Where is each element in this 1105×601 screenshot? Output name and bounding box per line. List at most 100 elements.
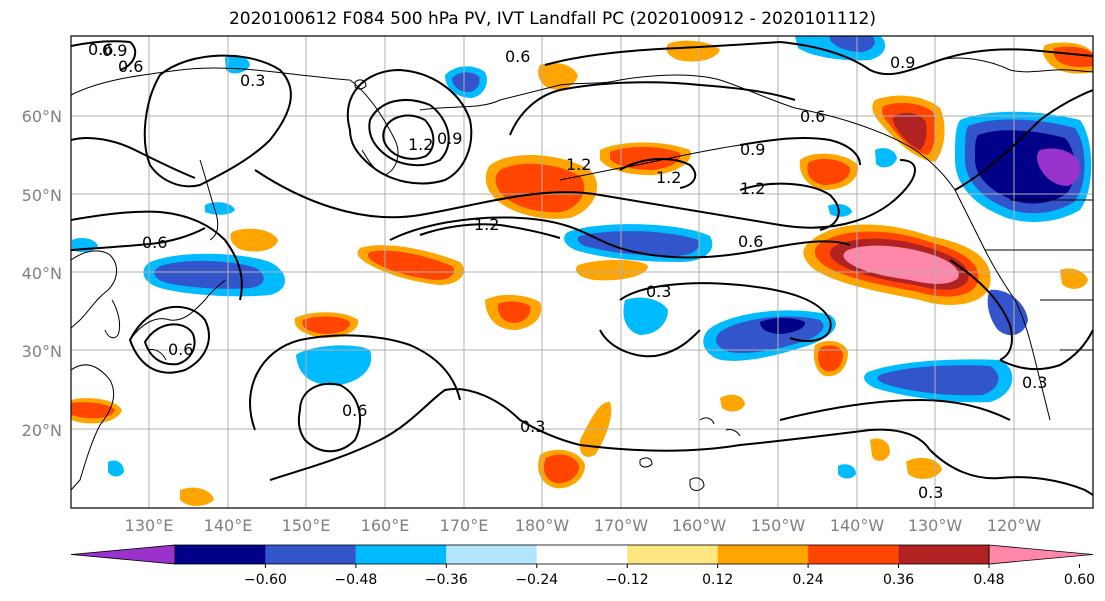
contour-line <box>739 136 861 166</box>
contour-line <box>954 89 1093 191</box>
contour-line <box>346 68 473 185</box>
contour-line <box>249 334 461 431</box>
contour-label: 0.3 <box>520 417 545 436</box>
anomaly-region <box>367 250 455 280</box>
lon-label: 150°W <box>751 516 806 535</box>
contour-line <box>297 382 361 453</box>
lat-label: 40°N <box>22 264 62 283</box>
lon-label: 180°W <box>515 516 570 535</box>
anomaly-region <box>828 204 852 217</box>
contour-label: 0.3 <box>918 483 943 502</box>
colorbar: −0.60 −0.48 −0.36 −0.24 −0.12 0.12 0.24 0.36 0.4… <box>70 544 1095 588</box>
colorbar-segment <box>717 545 809 564</box>
contour-line <box>71 210 243 301</box>
lon-labels: 130°E 140°E 150°E 160°E 170°E 180°W 170°… <box>125 516 1042 535</box>
anomaly-region <box>623 297 668 335</box>
lon-label: 120°W <box>987 516 1042 535</box>
contour-line <box>619 158 697 189</box>
contour-line <box>509 81 796 136</box>
japan-coastline <box>129 279 226 361</box>
contour-line <box>71 40 137 71</box>
lat-labels: 20°N 30°N 40°N 50°N 60°N <box>22 107 62 440</box>
anomaly-region <box>452 72 480 92</box>
lat-label: 60°N <box>22 107 62 126</box>
lon-label: 170°W <box>594 516 649 535</box>
contour-line <box>269 388 581 481</box>
contour-line <box>619 282 832 342</box>
island-outline <box>689 477 705 491</box>
sakhalin-coastline <box>199 159 219 241</box>
anomaly-region <box>870 438 890 461</box>
anomaly-region <box>892 112 927 150</box>
colorbar-segment <box>265 545 356 564</box>
anomaly-region <box>230 228 278 252</box>
colorbar-tick-label: 0.12 <box>702 572 733 588</box>
contour-line <box>579 428 931 452</box>
colorbar-segment <box>536 545 628 564</box>
colorbar-tick-label: 0.24 <box>793 572 824 588</box>
contour-line <box>419 223 561 239</box>
anomaly-region <box>720 394 745 412</box>
pv-contours <box>71 40 1093 496</box>
map-title: 2020100612 F084 500 hPa PV, IVT Landfall… <box>228 9 876 29</box>
asia-coastline <box>71 250 117 329</box>
anomaly-region <box>987 289 1028 336</box>
anomaly-region <box>296 345 372 386</box>
anomaly-region <box>543 454 579 484</box>
plot-frame <box>70 35 1094 509</box>
contour-line <box>128 306 210 374</box>
contour-line <box>739 182 840 231</box>
colorbar-segment <box>627 545 718 564</box>
lon-label: 130°W <box>908 516 963 535</box>
anomaly-region <box>302 316 351 334</box>
contour-label: 1.2 <box>474 215 499 234</box>
siberia-coastline <box>71 67 351 96</box>
lat-label: 50°N <box>22 186 62 205</box>
contour-label: 0.6 <box>738 232 763 251</box>
alaska-coastline <box>619 74 956 191</box>
contour-labels: 0.6 0.9 0.6 1.2 0.9 0.6 1.2 1.2 0.9 1.2 … <box>88 40 1047 502</box>
lon-label: 160°E <box>361 516 410 535</box>
contour-line <box>71 227 206 251</box>
anomaly-region <box>610 146 681 170</box>
anomaly-region <box>538 62 578 90</box>
contour-label: 0.3 <box>646 282 671 301</box>
na-west-coastline <box>954 189 1051 421</box>
colorbar-segment <box>446 545 537 564</box>
anomaly-region <box>1037 148 1080 186</box>
anomaly-region <box>818 345 843 372</box>
colorbar-tick-label: 0.48 <box>973 572 1004 588</box>
colorbar-tick-label: −0.12 <box>606 572 649 588</box>
contour-line <box>368 99 450 167</box>
contour-line <box>389 216 851 259</box>
contour-line <box>999 329 1093 371</box>
asia-coastline <box>71 364 115 491</box>
coastlines <box>71 57 1093 491</box>
anomaly-region <box>575 259 648 281</box>
lon-label: 160°W <box>672 516 727 535</box>
colorbar-tick-label: 0.60 <box>1064 572 1095 588</box>
anomaly-region <box>1053 46 1093 68</box>
contour-line <box>779 41 1093 76</box>
colorbar-tick-label: −0.24 <box>515 572 558 588</box>
contour-label: 0.6 <box>142 233 167 252</box>
lon-label: 130°E <box>125 516 174 535</box>
contour-line <box>143 323 196 366</box>
contour-line <box>382 114 435 160</box>
colorbar-segment <box>808 545 899 564</box>
contour-label: 0.9 <box>102 41 127 60</box>
us-border-line <box>985 199 1093 351</box>
bering-coastline <box>419 79 621 111</box>
anomaly-region <box>838 464 856 479</box>
anomaly-region <box>906 457 942 479</box>
contour-label: 0.3 <box>1022 373 1047 392</box>
contour-line <box>254 159 916 229</box>
contour-line <box>949 259 1013 361</box>
contour-line <box>71 137 196 179</box>
contour-label: 0.3 <box>240 71 265 90</box>
lon-label: 170°E <box>440 516 489 535</box>
contour-label: 0.6 <box>88 40 113 59</box>
lon-label: 140°W <box>830 516 885 535</box>
colorbar-extend-low <box>70 544 176 565</box>
